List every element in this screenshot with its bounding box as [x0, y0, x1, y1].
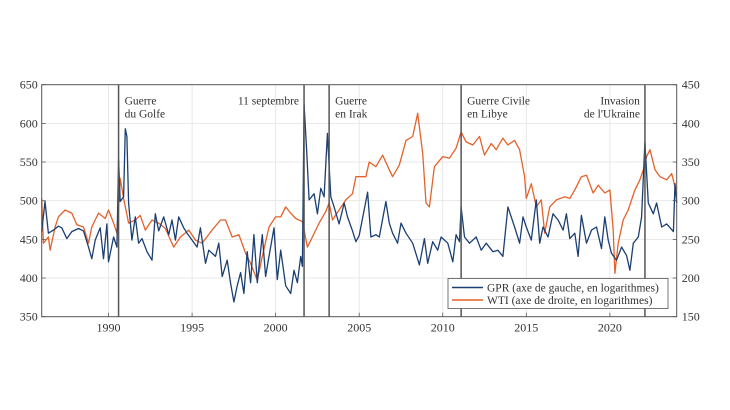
event-label: Guerre Civile	[467, 96, 530, 108]
x-tick-label: 2010	[431, 321, 455, 335]
event-label: Guerre	[335, 96, 367, 108]
gpr-line	[41, 104, 678, 303]
x-tick-label: 1990	[97, 321, 121, 335]
event-label: de l'Ukraine	[584, 109, 640, 121]
event-label: en Irak	[335, 109, 367, 121]
y-left-tick-label: 550	[20, 155, 38, 169]
y-right-tick-label: 150	[682, 310, 700, 324]
x-tick-label: 1995	[180, 321, 204, 335]
legend-box	[447, 278, 669, 309]
x-tick-label: 2000	[264, 321, 288, 335]
y-left-tick-label: 650	[20, 78, 38, 92]
wti-line	[41, 112, 678, 282]
event-label: du Golfe	[125, 109, 166, 121]
event-label: 11 septembre	[238, 96, 299, 108]
y-right-tick-label: 200	[682, 271, 700, 285]
grid	[41, 84, 677, 317]
y-left-tick-label: 500	[20, 194, 38, 208]
event-label: Guerre	[125, 96, 157, 108]
series-layer	[41, 104, 678, 303]
y-right-tick-label: 350	[682, 155, 700, 169]
y-right-tick-label: 400	[682, 116, 700, 130]
y-right-tick-label: 250	[682, 232, 700, 246]
legend-label-gpr: GPR (axe de gauche, en logarithmes)	[487, 283, 659, 295]
y-left-tick-label: 400	[20, 271, 38, 285]
y-left-tick-label: 600	[20, 116, 38, 130]
y-left-tick-label: 450	[20, 232, 38, 246]
x-tick-label: 2015	[514, 321, 538, 335]
y-right-tick-label: 300	[682, 194, 700, 208]
axis-ticks: 1990 1995 2000 2005 2010 2015 2020 350 400 450 500…	[20, 78, 700, 335]
event-label: en Libye	[467, 109, 508, 121]
legend: GPR (axe de gauche, en logarithmes) WTI …	[447, 278, 669, 309]
y-right-tick-label: 450	[682, 78, 700, 92]
legend-label-wti: WTI (axe de droite, en logarithmes)	[487, 295, 653, 307]
event-label: Invasion	[600, 96, 640, 108]
y-left-tick-label: 350	[20, 310, 38, 324]
x-tick-label: 2005	[347, 321, 371, 335]
x-tick-label: 2020	[598, 321, 622, 335]
